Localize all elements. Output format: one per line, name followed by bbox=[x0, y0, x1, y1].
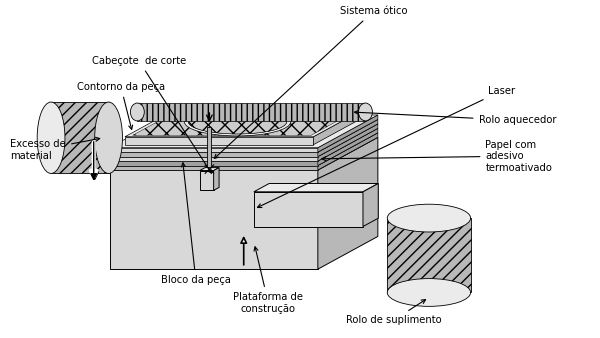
Polygon shape bbox=[254, 184, 378, 192]
Text: Papel com
adesivo
termoativado: Papel com adesivo termoativado bbox=[322, 140, 553, 173]
Text: Rolo aquecedor: Rolo aquecedor bbox=[355, 111, 556, 125]
Polygon shape bbox=[387, 218, 470, 292]
Polygon shape bbox=[214, 168, 219, 190]
Polygon shape bbox=[125, 137, 313, 145]
Ellipse shape bbox=[184, 108, 290, 136]
Polygon shape bbox=[110, 156, 318, 161]
Polygon shape bbox=[313, 107, 368, 145]
Polygon shape bbox=[318, 115, 378, 152]
Polygon shape bbox=[200, 168, 219, 171]
Polygon shape bbox=[51, 102, 109, 173]
Polygon shape bbox=[133, 108, 360, 135]
Ellipse shape bbox=[95, 102, 122, 173]
Ellipse shape bbox=[130, 103, 144, 121]
Polygon shape bbox=[110, 148, 318, 152]
Polygon shape bbox=[137, 103, 365, 121]
Text: Laser: Laser bbox=[257, 86, 515, 208]
Polygon shape bbox=[208, 127, 211, 189]
Polygon shape bbox=[110, 119, 378, 152]
Ellipse shape bbox=[387, 279, 470, 306]
Polygon shape bbox=[318, 124, 378, 161]
Polygon shape bbox=[110, 166, 318, 170]
Polygon shape bbox=[110, 137, 378, 170]
Polygon shape bbox=[318, 119, 378, 156]
Ellipse shape bbox=[37, 102, 65, 173]
Ellipse shape bbox=[359, 103, 373, 121]
Polygon shape bbox=[110, 152, 318, 156]
Polygon shape bbox=[363, 184, 378, 226]
Text: Contorno da peça: Contorno da peça bbox=[77, 82, 165, 129]
Polygon shape bbox=[110, 133, 378, 166]
Text: Plataforma de
construção: Plataforma de construção bbox=[233, 247, 303, 314]
Polygon shape bbox=[254, 192, 363, 226]
Ellipse shape bbox=[188, 110, 287, 134]
Polygon shape bbox=[200, 171, 214, 190]
Text: Excesso de
material: Excesso de material bbox=[10, 137, 100, 161]
Text: Cabeçote  de corte: Cabeçote de corte bbox=[92, 56, 211, 173]
Polygon shape bbox=[110, 170, 318, 269]
Polygon shape bbox=[318, 137, 378, 269]
Text: Bloco da peça: Bloco da peça bbox=[161, 163, 231, 285]
Polygon shape bbox=[110, 128, 378, 161]
Polygon shape bbox=[110, 161, 318, 166]
Polygon shape bbox=[318, 133, 378, 170]
Polygon shape bbox=[110, 124, 378, 156]
Text: Sistema ótico: Sistema ótico bbox=[214, 6, 407, 159]
Text: Rolo de suplimento: Rolo de suplimento bbox=[346, 299, 442, 325]
Ellipse shape bbox=[188, 110, 287, 134]
Ellipse shape bbox=[387, 204, 470, 232]
Polygon shape bbox=[110, 115, 378, 148]
Polygon shape bbox=[318, 128, 378, 166]
Polygon shape bbox=[125, 107, 368, 137]
